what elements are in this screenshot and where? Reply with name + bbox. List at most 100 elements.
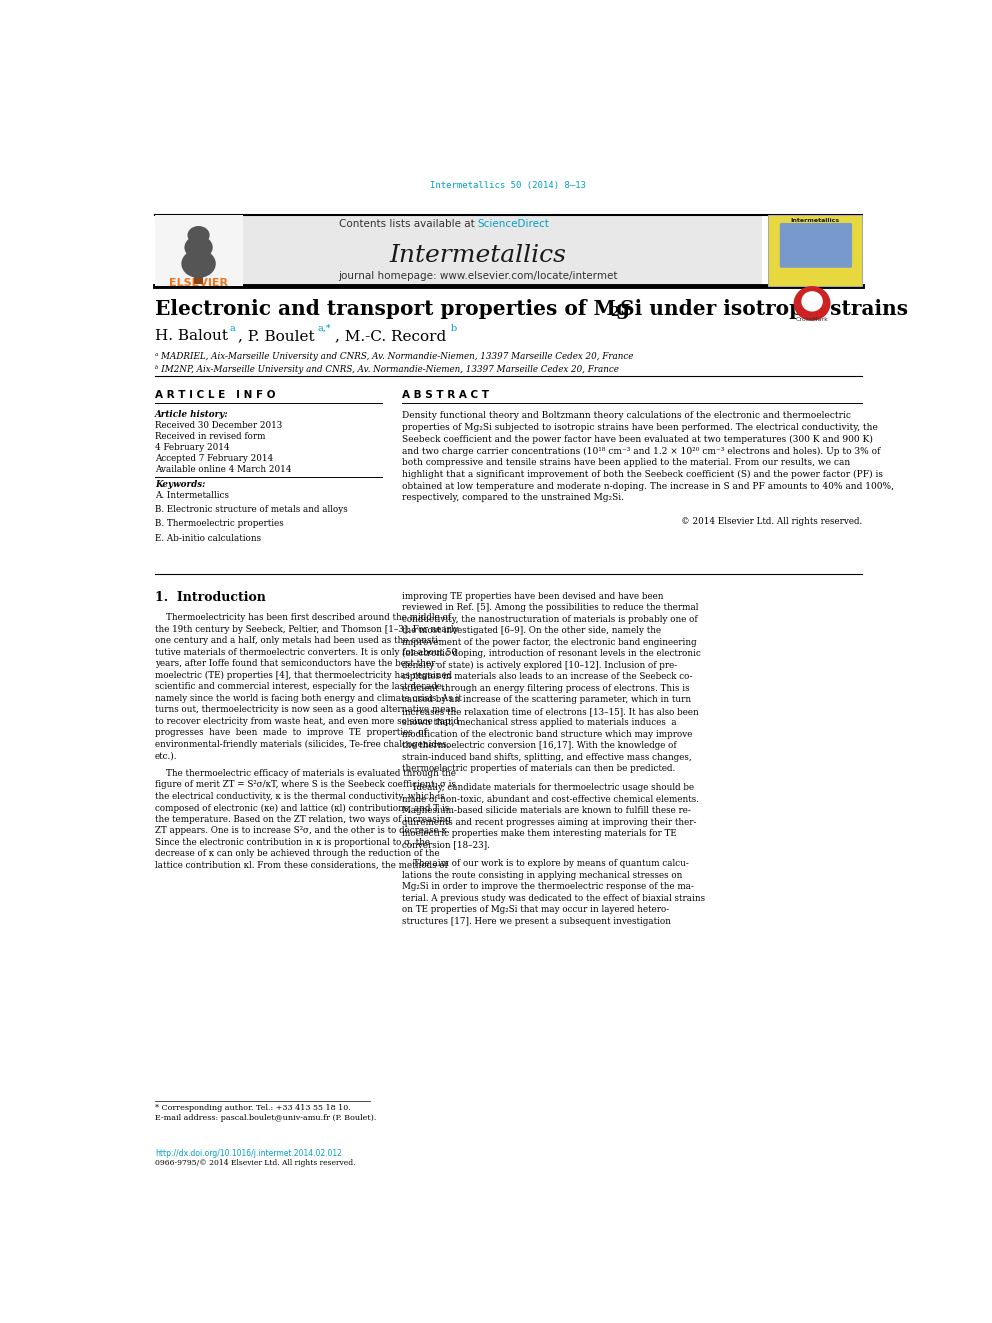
Text: figure of merit ZT = S²σ/κT, where S is the Seebeck coefficient, σ is: figure of merit ZT = S²σ/κT, where S is … [155,781,455,790]
Text: * Corresponding author. Tel.: +33 413 55 18 10.: * Corresponding author. Tel.: +33 413 55… [155,1105,350,1113]
Text: one century and a half, only metals had been used as the consti-: one century and a half, only metals had … [155,636,440,646]
Text: ᵃ MADRIEL, Aix-Marseille University and CNRS, Av. Normandie-Niemen, 13397 Marsei: ᵃ MADRIEL, Aix-Marseille University and … [155,352,633,361]
Text: The aim of our work is to explore by means of quantum calcu-: The aim of our work is to explore by mea… [403,859,689,868]
Text: Intermetallics: Intermetallics [389,245,566,267]
Text: Seebeck coefficient and the power factor have been evaluated at two temperatures: Seebeck coefficient and the power factor… [403,435,873,445]
Text: conversion [18–23].: conversion [18–23]. [403,840,490,849]
Text: thermoelectric properties of materials can then be predicted.: thermoelectric properties of materials c… [403,765,676,774]
Ellipse shape [185,235,212,259]
FancyBboxPatch shape [780,224,852,267]
Text: composed of electronic (κe) and lattice (κl) contributions, and T is: composed of electronic (κe) and lattice … [155,803,449,812]
Text: B. Thermoelectric properties: B. Thermoelectric properties [155,520,284,528]
Text: 4 February 2014: 4 February 2014 [155,443,229,452]
Text: lattice contribution κl. From these considerations, the methods of: lattice contribution κl. From these cons… [155,861,447,871]
Text: etc.).: etc.). [155,751,178,761]
Text: improving TE properties have been devised and have been: improving TE properties have been devise… [403,591,664,601]
Text: , M.-C. Record: , M.-C. Record [335,329,446,343]
Text: Received in revised form: Received in revised form [155,433,265,442]
Text: shown that, mechanical stress applied to materials induces  a: shown that, mechanical stress applied to… [403,718,677,728]
Bar [243,214,762,286]
Text: modification of the electronic band structure which may improve: modification of the electronic band stru… [403,730,692,738]
Text: moelectric properties make them interesting materials for TE: moelectric properties make them interest… [403,830,678,837]
Text: Article history:: Article history: [155,410,228,419]
Bar [155,214,243,286]
Text: lations the route consisting in applying mechanical stresses on: lations the route consisting in applying… [403,871,682,880]
Text: E-mail address: pascal.boulet@univ-amu.fr (P. Boulet).: E-mail address: pascal.boulet@univ-amu.f… [155,1114,376,1122]
Text: ScienceDirect: ScienceDirect [478,218,550,229]
Text: the 19th century by Seebeck, Peltier, and Thomson [1–3]. For nearly: the 19th century by Seebeck, Peltier, an… [155,624,458,634]
Text: http://dx.doi.org/10.1016/j.intermet.2014.02.012: http://dx.doi.org/10.1016/j.intermet.201… [155,1148,341,1158]
Text: b: b [450,324,457,333]
Text: A B S T R A C T: A B S T R A C T [403,390,489,400]
Text: 1.  Introduction: 1. Introduction [155,590,266,603]
Text: Thermoelectricity has been first described around the middle of: Thermoelectricity has been first describ… [155,613,450,622]
Text: ELSEVIER: ELSEVIER [169,278,228,288]
Text: density of state) is actively explored [10–12]. Inclusion of pre-: density of state) is actively explored [… [403,660,678,669]
Text: cipitates in materials also leads to an increase of the Seebeck co-: cipitates in materials also leads to an … [403,672,692,681]
Text: both compressive and tensile strains have been applied to the material. From our: both compressive and tensile strains hav… [403,458,850,467]
Text: H. Balout: H. Balout [155,329,228,343]
Text: turns out, thermoelectricity is now seen as a good alternative mean: turns out, thermoelectricity is now seen… [155,705,456,714]
Text: E. Ab-initio calculations: E. Ab-initio calculations [155,533,261,542]
Bar [194,266,203,284]
Text: structures [17]. Here we present a subsequent investigation: structures [17]. Here we present a subse… [403,917,672,926]
Text: scientific and commercial interest, especially for the last decade,: scientific and commercial interest, espe… [155,683,444,691]
Text: to recover electricity from waste heat, and even more so since rapid: to recover electricity from waste heat, … [155,717,458,726]
Text: efficient through an energy filtering process of electrons. This is: efficient through an energy filtering pr… [403,684,689,693]
Text: A. Intermetallics: A. Intermetallics [155,491,229,500]
Text: the thermoelectric conversion [16,17]. With the knowledge of: the thermoelectric conversion [16,17]. W… [403,741,677,750]
Text: The thermoelectric efficacy of materials is evaluated through the: The thermoelectric efficacy of materials… [155,769,455,778]
Ellipse shape [794,286,830,320]
Text: A R T I C L E   I N F O: A R T I C L E I N F O [155,390,275,400]
Text: Contents lists available at: Contents lists available at [338,218,478,229]
Text: ZT appears. One is to increase S²σ, and the other is to decrease κ.: ZT appears. One is to increase S²σ, and … [155,827,449,835]
Text: Accepted 7 February 2014: Accepted 7 February 2014 [155,454,273,463]
Text: increases the relaxation time of electrons [13–15]. It has also been: increases the relaxation time of electro… [403,706,699,716]
Text: Intermetallics 50 (2014) 8–13: Intermetallics 50 (2014) 8–13 [431,181,586,191]
Text: on TE properties of Mg₂Si that may occur in layered hetero-: on TE properties of Mg₂Si that may occur… [403,905,670,914]
Text: CrossMark: CrossMark [796,316,828,321]
Text: tutive materials of thermoelectric converters. It is only for about 50: tutive materials of thermoelectric conve… [155,648,456,656]
Text: Available online 4 March 2014: Available online 4 March 2014 [155,466,292,475]
Text: Since the electronic contribution in κ is proportional to σ, the: Since the electronic contribution in κ i… [155,837,430,847]
Bar [768,214,862,286]
Text: highlight that a significant improvement of both the Seebeck coefficient (S) and: highlight that a significant improvement… [403,470,883,479]
Text: journal homepage: www.elsevier.com/locate/intermet: journal homepage: www.elsevier.com/locat… [338,271,617,280]
Text: Mg₂Si in order to improve the thermoelectric response of the ma-: Mg₂Si in order to improve the thermoelec… [403,882,694,892]
Text: , P. Boulet: , P. Boulet [238,329,314,343]
Ellipse shape [802,291,822,312]
Text: decrease of κ can only be achieved through the reduction of the: decrease of κ can only be achieved throu… [155,849,439,859]
Text: namely since the world is facing both energy and climate crisis. As it: namely since the world is facing both en… [155,693,461,703]
Text: Intermetallics: Intermetallics [791,218,839,222]
Text: made of non-toxic, abundant and cost-effective chemical elements.: made of non-toxic, abundant and cost-eff… [403,795,699,803]
Text: ✓: ✓ [808,291,815,300]
Text: Ideally, candidate materials for thermoelectric usage should be: Ideally, candidate materials for thermoe… [403,783,694,792]
Text: © 2014 Elsevier Ltd. All rights reserved.: © 2014 Elsevier Ltd. All rights reserved… [681,517,862,525]
Text: environmental-friendly materials (silicides, Te-free chalcogenides,: environmental-friendly materials (silici… [155,740,449,749]
Text: Magnesium-based silicide materials are known to fulfill these re-: Magnesium-based silicide materials are k… [403,806,691,815]
Text: properties of Mg₂Si subjected to isotropic strains have been performed. The elec: properties of Mg₂Si subjected to isotrop… [403,423,878,433]
Text: the electrical conductivity, κ is the thermal conductivity, which is: the electrical conductivity, κ is the th… [155,792,444,800]
Text: Electronic and transport properties of Mg: Electronic and transport properties of M… [155,299,630,319]
Text: caused by an increase of the scattering parameter, which in turn: caused by an increase of the scattering … [403,696,691,704]
Text: Si under isotropic strains: Si under isotropic strains [620,299,908,319]
Text: 2: 2 [610,307,619,319]
Text: obtained at low temperature and moderate n-doping. The increase in S and PF amou: obtained at low temperature and moderate… [403,482,895,491]
Text: respectively, compared to the unstrained Mg₂Si.: respectively, compared to the unstrained… [403,493,624,503]
Text: ᵇ IM2NP, Aix-Marseille University and CNRS, Av. Normandie-Niemen, 13397 Marseill: ᵇ IM2NP, Aix-Marseille University and CN… [155,365,619,373]
Text: conductivity, the nanostructuration of materials is probably one of: conductivity, the nanostructuration of m… [403,615,698,623]
Text: strain-induced band shifts, splitting, and effective mass changes,: strain-induced band shifts, splitting, a… [403,753,692,762]
Text: Keywords:: Keywords: [155,480,205,488]
Text: the most investigated [6–9]. On the other side, namely the: the most investigated [6–9]. On the othe… [403,626,662,635]
Ellipse shape [187,226,209,245]
Text: Density functional theory and Boltzmann theory calculations of the electronic an: Density functional theory and Boltzmann … [403,411,851,421]
Text: B. Electronic structure of metals and alloys: B. Electronic structure of metals and al… [155,505,347,515]
Text: reviewed in Ref. [5]. Among the possibilities to reduce the thermal: reviewed in Ref. [5]. Among the possibil… [403,603,698,613]
Text: progresses  have  been  made  to  improve  TE  properties  of: progresses have been made to improve TE … [155,728,427,737]
Text: 0966-9795/© 2014 Elsevier Ltd. All rights reserved.: 0966-9795/© 2014 Elsevier Ltd. All right… [155,1159,355,1167]
Text: improvement of the power factor, the electronic band engineering: improvement of the power factor, the ele… [403,638,697,647]
Text: quirements and recent progresses aiming at improving their ther-: quirements and recent progresses aiming … [403,818,696,827]
Text: terial. A previous study was dedicated to the effect of biaxial strains: terial. A previous study was dedicated t… [403,894,705,902]
Text: (electronic doping, introduction of resonant levels in the electronic: (electronic doping, introduction of reso… [403,650,701,659]
Ellipse shape [182,250,216,278]
